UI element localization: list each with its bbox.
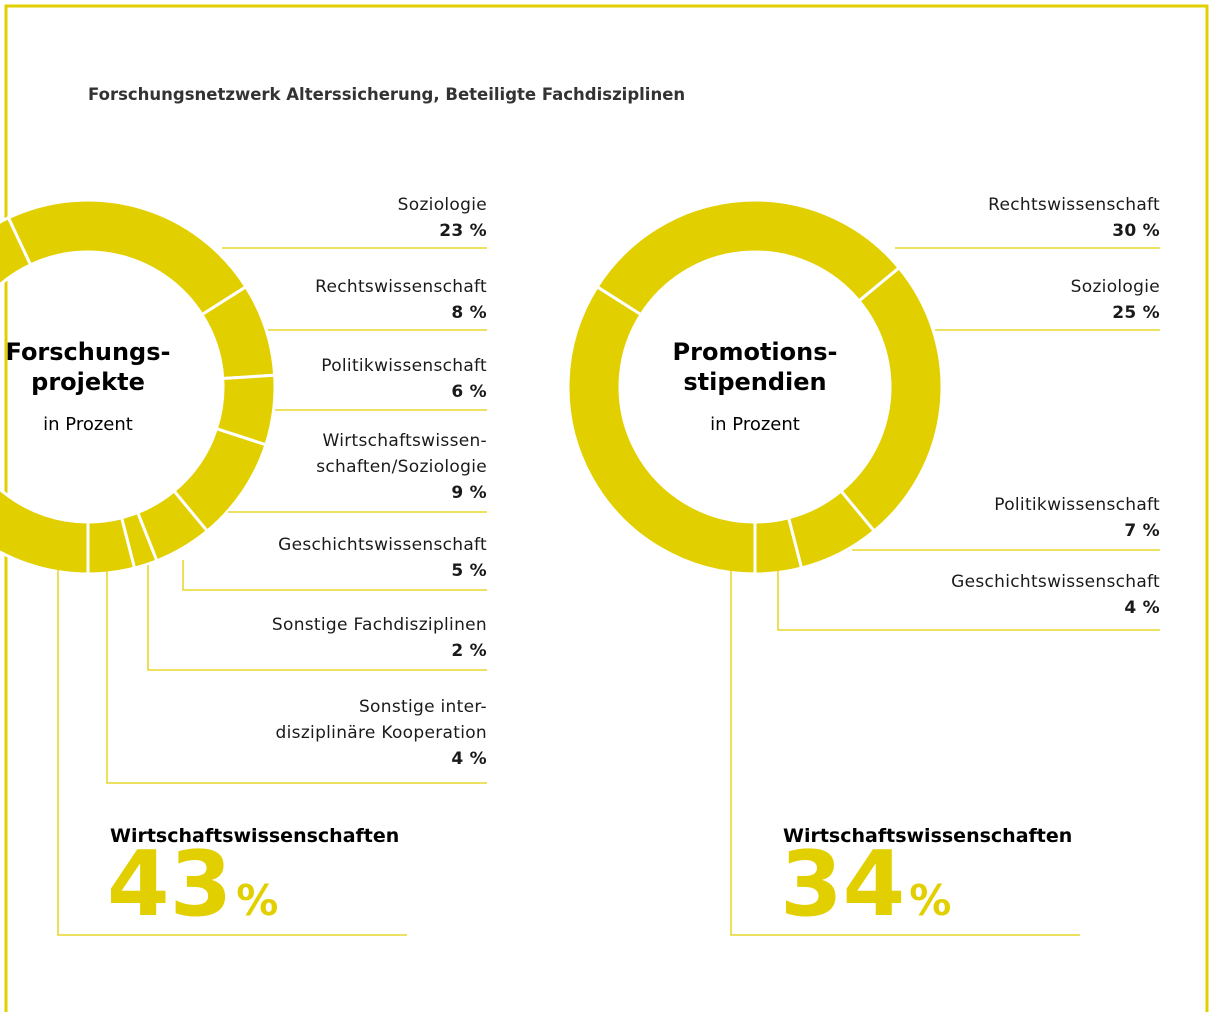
category-label: Politikwissenschaft — [994, 495, 1160, 515]
value-label: 30 % — [1112, 221, 1160, 241]
page-title: Forschungsnetzwerk Alterssicherung, Bete… — [88, 85, 685, 104]
big-value-unit: % — [236, 876, 278, 925]
category-label: Wirtschaftswissenschaften — [783, 825, 1072, 847]
value-label: 2 % — [451, 641, 487, 661]
big-value-number: 43 — [107, 832, 232, 937]
category-label: Sonstige Fachdisziplinen — [271, 615, 487, 635]
leader-line — [730, 570, 1080, 936]
category-label: Rechtswissenschaft — [988, 195, 1160, 215]
big-value-number: 34 — [780, 832, 905, 937]
value-label: 25 % — [1112, 303, 1160, 323]
segment-label: Rechtswissenschaft 30 % — [988, 192, 1160, 244]
value-label: 4 % — [451, 749, 487, 769]
center-title: stipendien — [683, 368, 826, 396]
leader-line — [777, 565, 1160, 631]
donut-segment — [595, 198, 902, 317]
category-label: Sonstige inter- disziplinäre Kooperation — [275, 697, 487, 743]
center-subtitle: in Prozent — [710, 414, 800, 435]
center-title: Promotions- — [673, 338, 838, 366]
value-label: 23 % — [439, 221, 487, 241]
category-label: Geschichtswissenschaft — [278, 535, 487, 555]
segment-label: Geschichtswissenschaft 4 % — [951, 569, 1160, 621]
value-label: 4 % — [1124, 598, 1160, 618]
big-value: 34% — [780, 832, 951, 937]
leader-line — [57, 560, 407, 936]
value-label: 9 % — [451, 483, 487, 503]
category-label: Rechtswissenschaft — [315, 277, 487, 297]
segment-label: Soziologie 23 % — [398, 192, 487, 244]
segment-label: Wirtschaftswissen- schaften/Soziologie 9 … — [316, 428, 487, 506]
category-label: Wirtschaftswissen- schaften/Soziologie — [316, 431, 487, 477]
segment-label: Sonstige Fachdisziplinen 2 % — [272, 612, 487, 664]
category-label: Soziologie — [397, 195, 487, 215]
segment-label: Geschichtswissenschaft 5 % — [278, 532, 487, 584]
big-value: 43% — [107, 832, 278, 937]
leader-line — [182, 560, 487, 591]
value-label: 5 % — [451, 561, 487, 581]
category-label: Politikwissenschaft — [321, 356, 487, 376]
category-label: Wirtschaftswissenschaften — [110, 825, 399, 847]
leader-line — [106, 570, 487, 784]
value-label: 8 % — [451, 303, 487, 323]
big-value-unit: % — [909, 876, 951, 925]
segment-label: Rechtswissenschaft 8 % — [315, 274, 487, 326]
donut-segment — [6, 198, 248, 317]
category-label: Soziologie — [1070, 277, 1160, 297]
donut-segment — [0, 215, 90, 576]
center-title: Forschungs- — [6, 338, 171, 366]
segment-label: Sonstige inter- disziplinäre Kooperation… — [276, 694, 487, 772]
value-label: 6 % — [451, 382, 487, 402]
segment-label: Soziologie 25 % — [1071, 274, 1160, 326]
segment-label: Politikwissenschaft 6 % — [321, 353, 487, 405]
center-subtitle: in Prozent — [43, 414, 133, 435]
leader-line — [147, 565, 487, 671]
donut-segment — [838, 265, 944, 534]
center-title: projekte — [31, 368, 145, 396]
donut-segment — [566, 284, 757, 576]
category-label: Geschichtswissenschaft — [951, 572, 1160, 592]
segment-label: Politikwissenschaft 7 % — [994, 492, 1160, 544]
value-label: 7 % — [1124, 521, 1160, 541]
